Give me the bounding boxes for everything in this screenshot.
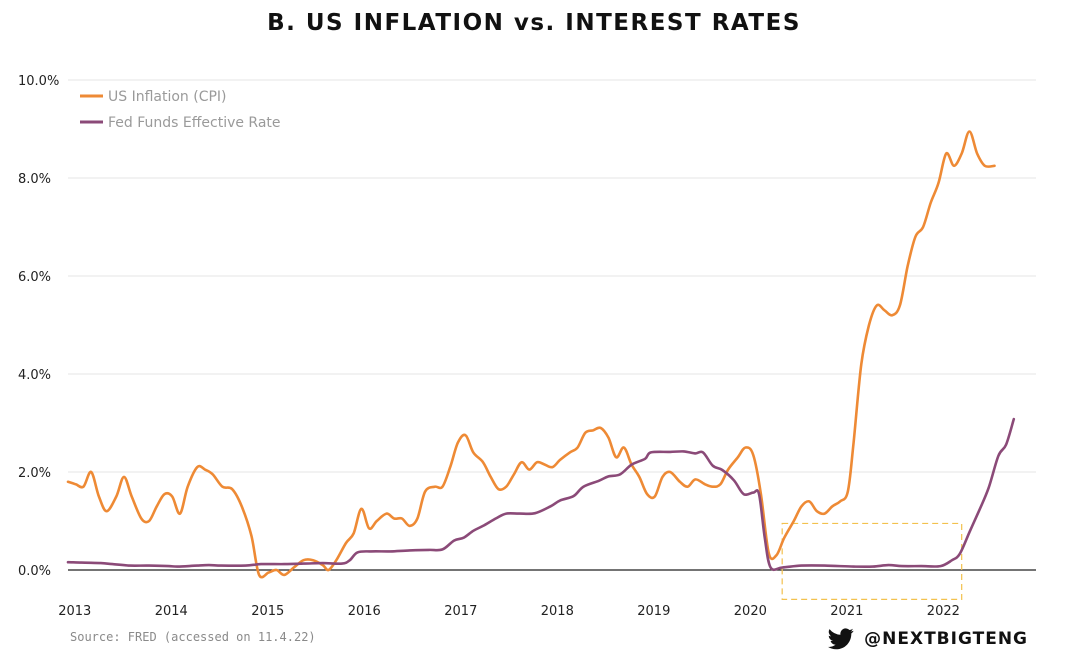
y-tick-label: 0.0% xyxy=(18,564,51,579)
highlight-annotation xyxy=(781,522,963,601)
x-tick-label: 2022 xyxy=(927,604,960,619)
x-axis-ticks: 2013 2014 2015 2016 2017 2018 2019 2020 2021 2022 xyxy=(58,604,960,619)
y-tick-label: 6.0% xyxy=(18,270,51,285)
x-tick-label: 2014 xyxy=(155,604,188,619)
x-tick-label: 2018 xyxy=(541,604,574,619)
series-lines xyxy=(66,130,1016,579)
twitter-handle-text: @NEXTBIGTENG xyxy=(864,629,1028,649)
twitter-bird-icon xyxy=(828,628,854,650)
x-tick-label: 2021 xyxy=(830,604,863,619)
y-tick-label: 2.0% xyxy=(18,466,51,481)
x-tick-label: 2017 xyxy=(444,604,477,619)
y-tick-label: 8.0% xyxy=(18,172,51,187)
legend-label: US Inflation (CPI) xyxy=(108,89,227,105)
legend: US Inflation (CPI) Fed Funds Effective Ra… xyxy=(80,89,281,131)
x-tick-label: 2013 xyxy=(58,604,91,619)
highlight-box xyxy=(781,522,963,601)
y-tick-label: 4.0% xyxy=(18,368,51,383)
x-tick-label: 2020 xyxy=(734,604,767,619)
legend-label: Fed Funds Effective Rate xyxy=(108,115,281,131)
y-axis-ticks: 0.0% 2.0% 4.0% 6.0% 8.0% 10.0% xyxy=(18,74,59,579)
twitter-handle[interactable]: @NEXTBIGTENG xyxy=(828,628,1028,650)
series-line-fed-funds-effective-rate xyxy=(66,417,1016,572)
series-line-us-inflation-cpi xyxy=(66,130,996,579)
x-tick-label: 2015 xyxy=(251,604,284,619)
chart-title: B. US INFLATION vs. INTEREST RATES xyxy=(267,10,801,36)
gridlines xyxy=(68,79,1036,571)
source-note: Source: FRED (accessed on 11.4.22) xyxy=(70,630,316,644)
x-tick-label: 2019 xyxy=(637,604,670,619)
y-tick-label: 10.0% xyxy=(18,74,59,89)
x-tick-label: 2016 xyxy=(348,604,381,619)
